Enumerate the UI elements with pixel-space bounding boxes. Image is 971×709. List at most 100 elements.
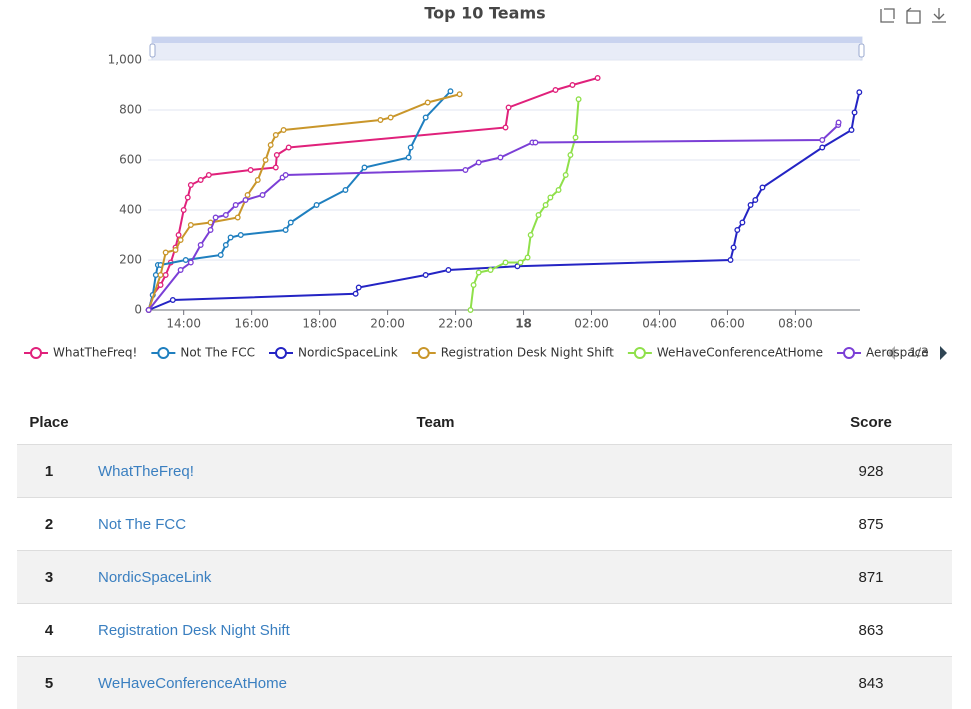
data-point — [178, 238, 183, 243]
legend-item[interactable]: Not The FCC — [151, 346, 255, 360]
data-point — [576, 97, 581, 102]
legend-label: Aerospace — [866, 346, 929, 360]
data-point — [163, 250, 168, 255]
zoom-slider[interactable] — [150, 37, 864, 60]
y-tick-label: 1,000 — [108, 53, 142, 67]
x-tick-label: 08:00 — [778, 317, 813, 331]
team[interactable]: Registration Desk Night Shift — [81, 604, 790, 657]
data-point — [245, 193, 250, 198]
legend-next[interactable] — [940, 346, 947, 360]
slider-handle[interactable] — [150, 44, 155, 57]
data-point — [208, 228, 213, 233]
legend-item[interactable]: Aerospace — [837, 346, 929, 360]
place: 2 — [17, 498, 81, 551]
data-point — [408, 145, 413, 150]
team[interactable]: NordicSpaceLink — [81, 551, 790, 604]
data-point — [362, 165, 367, 170]
legend-item[interactable]: NordicSpaceLink — [269, 346, 398, 360]
series — [146, 90, 861, 312]
data-point — [740, 220, 745, 225]
series — [146, 120, 841, 312]
reset-icon[interactable] — [907, 8, 920, 23]
data-point — [238, 233, 243, 238]
data-point — [224, 243, 229, 248]
data-point — [198, 243, 203, 248]
data-point — [388, 115, 393, 120]
data-point — [189, 183, 194, 188]
slider-bar[interactable] — [152, 37, 862, 43]
data-point — [273, 165, 278, 170]
score: 875 — [790, 498, 952, 551]
data-point — [503, 125, 508, 130]
data-point — [218, 253, 223, 258]
toolbar[interactable] — [881, 8, 946, 23]
legend-swatch — [276, 348, 286, 358]
header-score: Score — [790, 400, 952, 445]
data-point — [173, 248, 178, 253]
legend-item[interactable]: WeHaveConferenceAtHome — [628, 346, 823, 360]
data-point — [836, 120, 841, 125]
data-point — [820, 138, 825, 143]
data-point — [760, 185, 765, 190]
data-point — [448, 89, 453, 94]
legend-swatch — [31, 348, 41, 358]
data-point — [233, 203, 238, 208]
data-point — [548, 195, 553, 200]
data-point — [849, 128, 854, 133]
place: 4 — [17, 604, 81, 657]
zoom-icon[interactable] — [881, 9, 894, 22]
x-tick-label: 18 — [515, 317, 532, 331]
chart: Top 10 Teams 1/3 02004006008001,00014:00… — [0, 0, 971, 380]
legend-swatch — [844, 348, 854, 358]
x-tick-label: 16:00 — [234, 317, 269, 331]
data-point — [857, 90, 862, 95]
series — [146, 76, 600, 313]
data-point — [163, 273, 168, 278]
data-point — [198, 178, 203, 183]
data-point — [275, 153, 280, 158]
data-point — [503, 260, 508, 265]
data-point — [525, 255, 530, 260]
data-point — [171, 298, 176, 303]
y-tick-label: 400 — [119, 203, 142, 217]
data-point — [283, 173, 288, 178]
data-point — [189, 223, 194, 228]
data-point — [573, 135, 578, 140]
data-point — [189, 260, 194, 265]
data-point — [343, 188, 348, 193]
team[interactable]: Not The FCC — [81, 498, 790, 551]
slider-handle[interactable] — [859, 44, 864, 57]
series-line — [149, 78, 598, 310]
legend-label: NordicSpaceLink — [298, 346, 398, 360]
download-icon[interactable] — [932, 8, 946, 22]
legend-label: Not The FCC — [180, 346, 255, 360]
score: 928 — [790, 445, 952, 498]
legend-label: Registration Desk Night Shift — [441, 346, 614, 360]
data-point — [748, 203, 753, 208]
y-tick-label: 200 — [119, 253, 142, 267]
team[interactable]: WeHaveConferenceAtHome — [81, 657, 790, 709]
x-tick-label: 22:00 — [438, 317, 473, 331]
legend-item[interactable]: Registration Desk Night Shift — [412, 346, 614, 360]
data-point — [563, 173, 568, 178]
chart-title: Top 10 Teams — [424, 4, 545, 23]
legend-item[interactable]: WhatTheFreq! — [24, 346, 137, 360]
data-point — [735, 228, 740, 233]
score: 871 — [790, 551, 952, 604]
x-tick-label: 18:00 — [302, 317, 337, 331]
data-point — [176, 233, 181, 238]
data-point — [181, 208, 186, 213]
data-point — [207, 173, 212, 178]
legend-label: WeHaveConferenceAtHome — [657, 346, 823, 360]
data-point — [852, 110, 857, 115]
data-point — [568, 153, 573, 158]
data-point — [288, 220, 293, 225]
data-point — [570, 83, 575, 88]
team[interactable]: WhatTheFreq! — [81, 445, 790, 498]
data-point — [498, 155, 503, 160]
data-point — [553, 88, 558, 93]
